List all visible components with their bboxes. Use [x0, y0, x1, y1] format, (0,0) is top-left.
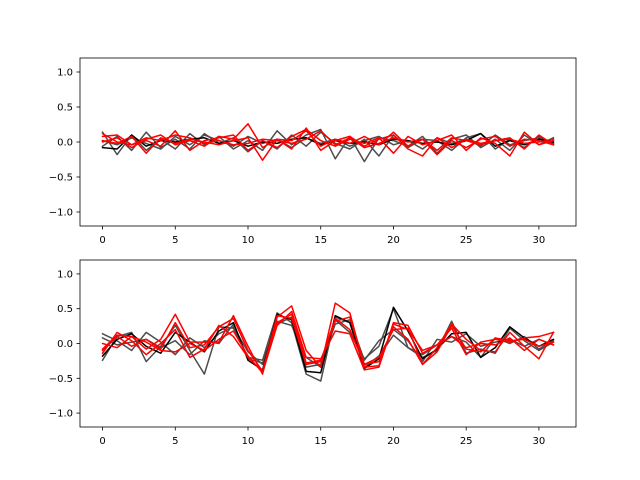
y-tick-label: 0.5: [57, 304, 73, 315]
y-tick-label: 1.0: [57, 68, 73, 79]
x-tick-label: 15: [314, 436, 327, 447]
y-tick-label: 0.0: [57, 339, 73, 350]
x-tick-label: 20: [387, 436, 400, 447]
y-tick-label: −0.5: [49, 173, 73, 184]
y-tick-label: 0.0: [57, 138, 73, 149]
x-tick-label: 10: [242, 436, 255, 447]
x-tick-label: 0: [99, 235, 105, 246]
series-line-5: [101, 123, 555, 157]
x-axis-ticks: 0 5 10 15 20 25 30: [99, 226, 545, 246]
x-tick-label: 30: [533, 436, 546, 447]
x-tick-label: 10: [242, 235, 255, 246]
series-group: [101, 302, 555, 382]
x-tick-label: 0: [99, 436, 105, 447]
series-line-7: [101, 130, 555, 152]
series-line-2: [101, 134, 555, 150]
y-axis-ticks: −1.0 −0.5 0.0 0.5 1.0: [49, 68, 80, 219]
y-tick-label: 0.5: [57, 103, 73, 114]
x-tick-label: 30: [533, 235, 546, 246]
x-tick-label: 25: [460, 235, 473, 246]
x-tick-label: 5: [172, 436, 178, 447]
y-tick-label: −1.0: [49, 208, 73, 219]
series-line-6: [101, 310, 555, 374]
series-group: [101, 123, 555, 163]
y-tick-label: −1.0: [49, 409, 73, 420]
x-tick-label: 5: [172, 235, 178, 246]
series-line-0: [101, 312, 555, 382]
x-axis-ticks: 0 5 10 15 20 25 30: [99, 427, 545, 447]
series-line-7: [101, 313, 555, 373]
series-line-6: [101, 130, 555, 161]
x-tick-label: 25: [460, 436, 473, 447]
axes-bottom: 0 5 10 15 20 25 30 −1.0 −0.5 0.0 0.5 1.0: [49, 259, 577, 447]
x-tick-label: 20: [387, 235, 400, 246]
y-tick-label: −0.5: [49, 374, 73, 385]
x-tick-label: 15: [314, 235, 327, 246]
y-axis-ticks: −1.0 −0.5 0.0 0.5 1.0: [49, 269, 80, 420]
axes-top: 0 5 10 15 20 25 30 −1.0 −0.5 0.0 0.5 1.0: [49, 57, 577, 246]
y-tick-label: 1.0: [57, 269, 73, 280]
